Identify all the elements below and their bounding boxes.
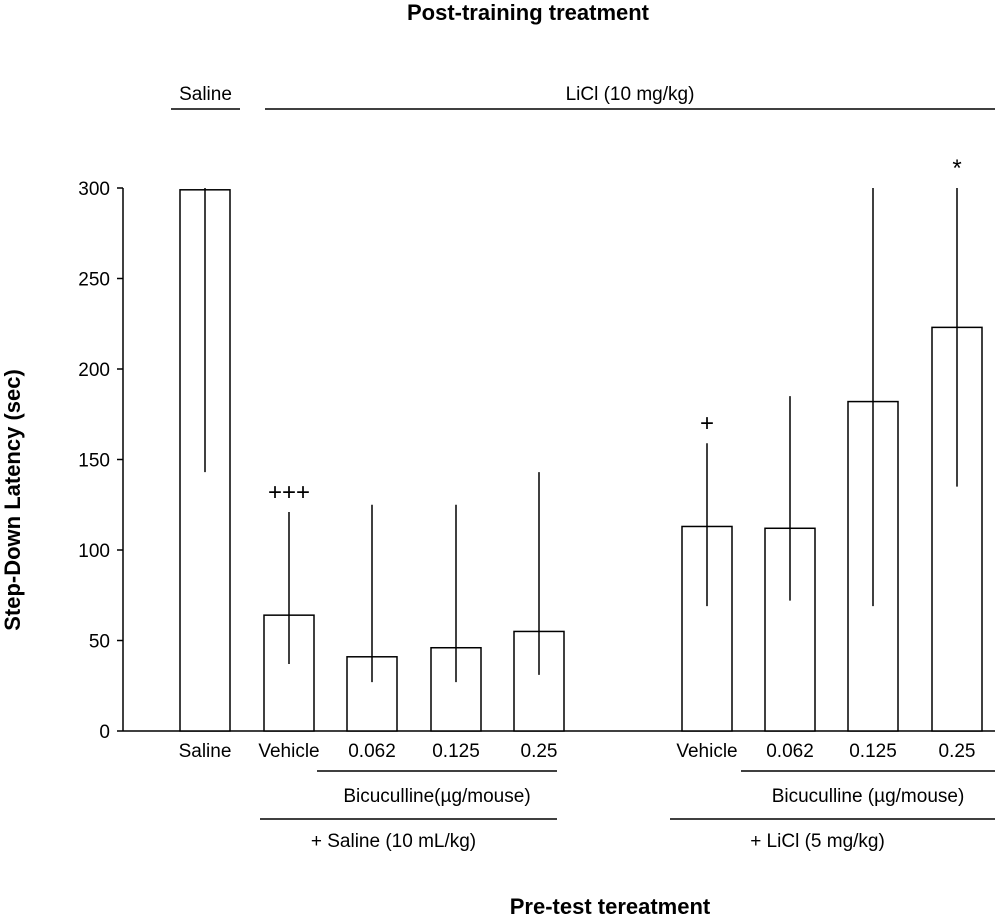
y-tick-label: 50 — [89, 632, 110, 653]
x-tick-label: Vehicle — [676, 741, 737, 762]
y-tick-label: 300 — [78, 179, 110, 200]
significance-marker: + — [700, 410, 714, 437]
y-axis-title: Step-Down Latency (sec) — [0, 369, 25, 631]
y-tick-label: 200 — [78, 360, 110, 381]
x-tick-label: Vehicle — [258, 741, 319, 762]
group-label: Bicuculline(µg/mouse) — [343, 786, 530, 807]
group-label: Saline — [179, 84, 232, 105]
group-label: + Saline (10 mL/kg) — [311, 831, 476, 852]
x-tick-label: 0.062 — [348, 741, 396, 762]
x-tick-label: 0.062 — [766, 741, 814, 762]
significance-marker: +++ — [268, 479, 310, 506]
x-tick-label: Saline — [179, 741, 232, 762]
significance-marker: * — [952, 155, 961, 182]
x-tick-label: 0.125 — [849, 741, 897, 762]
x-tick-label: 0.25 — [939, 741, 976, 762]
y-tick-label: 0 — [99, 722, 110, 743]
group-label: LiCl (10 mg/kg) — [566, 84, 695, 105]
y-tick-label: 100 — [78, 541, 110, 562]
group-label: Bicuculline (µg/mouse) — [772, 786, 965, 807]
y-tick-label: 150 — [78, 451, 110, 472]
group-label: + LiCl (5 mg/kg) — [750, 831, 885, 852]
x-axis-title: Pre-test tereatment — [510, 894, 711, 917]
x-tick-label: 0.125 — [432, 741, 480, 762]
y-tick-label: 250 — [78, 270, 110, 291]
x-tick-label: 0.25 — [521, 741, 558, 762]
chart-title: Post-training treatment — [407, 0, 650, 25]
